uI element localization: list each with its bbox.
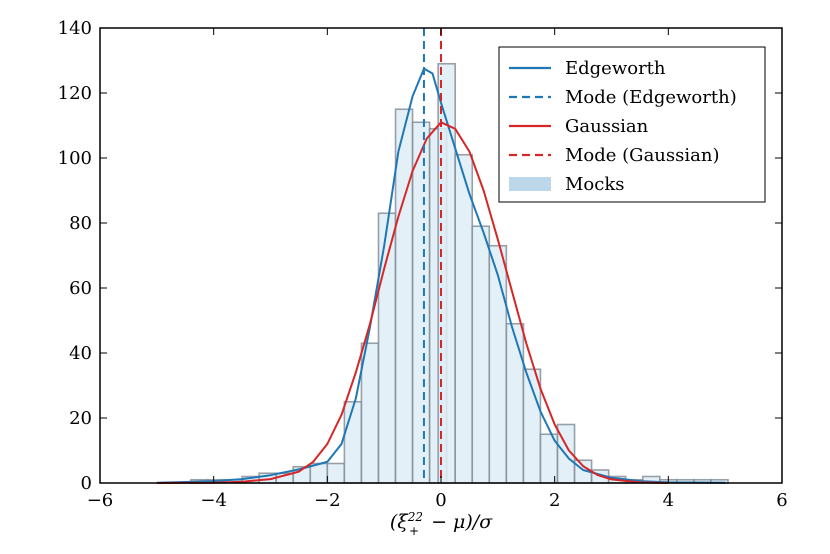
y-tick-label: 120 bbox=[58, 83, 92, 104]
y-tick-label: 0 bbox=[81, 473, 92, 494]
histogram-bar bbox=[394, 108, 414, 484]
y-tick-label: 140 bbox=[58, 18, 92, 39]
y-tick-label: 20 bbox=[69, 408, 92, 429]
histogram-bar bbox=[343, 400, 363, 484]
legend-label: Mode (Edgeworth) bbox=[565, 87, 737, 108]
x-tick-label: 2 bbox=[549, 490, 560, 511]
histogram-bar bbox=[326, 462, 346, 484]
x-tick-label: 4 bbox=[663, 490, 674, 511]
legend-box bbox=[498, 46, 766, 203]
legend-label: Gaussian bbox=[565, 116, 649, 137]
legend-label: Mocks bbox=[565, 174, 625, 195]
histogram-bar bbox=[488, 244, 508, 484]
x-axis-ticks: −6 −4 −2 0 2 4 6 bbox=[87, 28, 788, 511]
histogram-bar bbox=[454, 153, 474, 484]
legend-label: Edgeworth bbox=[565, 58, 666, 79]
mode-lines bbox=[422, 28, 442, 483]
legend: Edgeworth Mode (Edgeworth) Gaussian Mode (G… bbox=[498, 46, 766, 203]
y-tick-label: 100 bbox=[58, 148, 92, 169]
legend-swatch bbox=[509, 177, 551, 191]
histogram-bar bbox=[360, 342, 380, 484]
y-tick-label: 40 bbox=[69, 343, 92, 364]
legend-label: Mode (Gaussian) bbox=[565, 145, 719, 166]
x-tick-label: −6 bbox=[87, 490, 114, 511]
histogram-bar bbox=[471, 225, 491, 484]
histogram-bars bbox=[190, 62, 729, 484]
x-tick-label: −2 bbox=[314, 490, 341, 511]
x-axis-label: (ξ22 + − μ)/σ bbox=[390, 510, 493, 538]
x-tick-label: 6 bbox=[776, 490, 787, 511]
x-tick-label: 0 bbox=[435, 490, 446, 511]
x-axis-label-sub: + bbox=[409, 524, 419, 538]
x-axis-label-tail: − μ)/σ bbox=[425, 511, 493, 533]
y-axis-ticks: 0 20 40 60 80 100 120 140 bbox=[58, 18, 782, 494]
x-axis-label-head: (ξ bbox=[390, 511, 409, 533]
histogram-bar bbox=[411, 121, 431, 484]
histogram-bar bbox=[377, 212, 397, 484]
y-tick-label: 60 bbox=[69, 278, 92, 299]
y-tick-label: 80 bbox=[69, 213, 92, 234]
edgeworth-curve bbox=[156, 67, 726, 484]
x-axis-label-sup: 22 bbox=[407, 510, 423, 524]
histogram-bar bbox=[505, 322, 525, 484]
x-tick-label: −4 bbox=[200, 490, 227, 511]
